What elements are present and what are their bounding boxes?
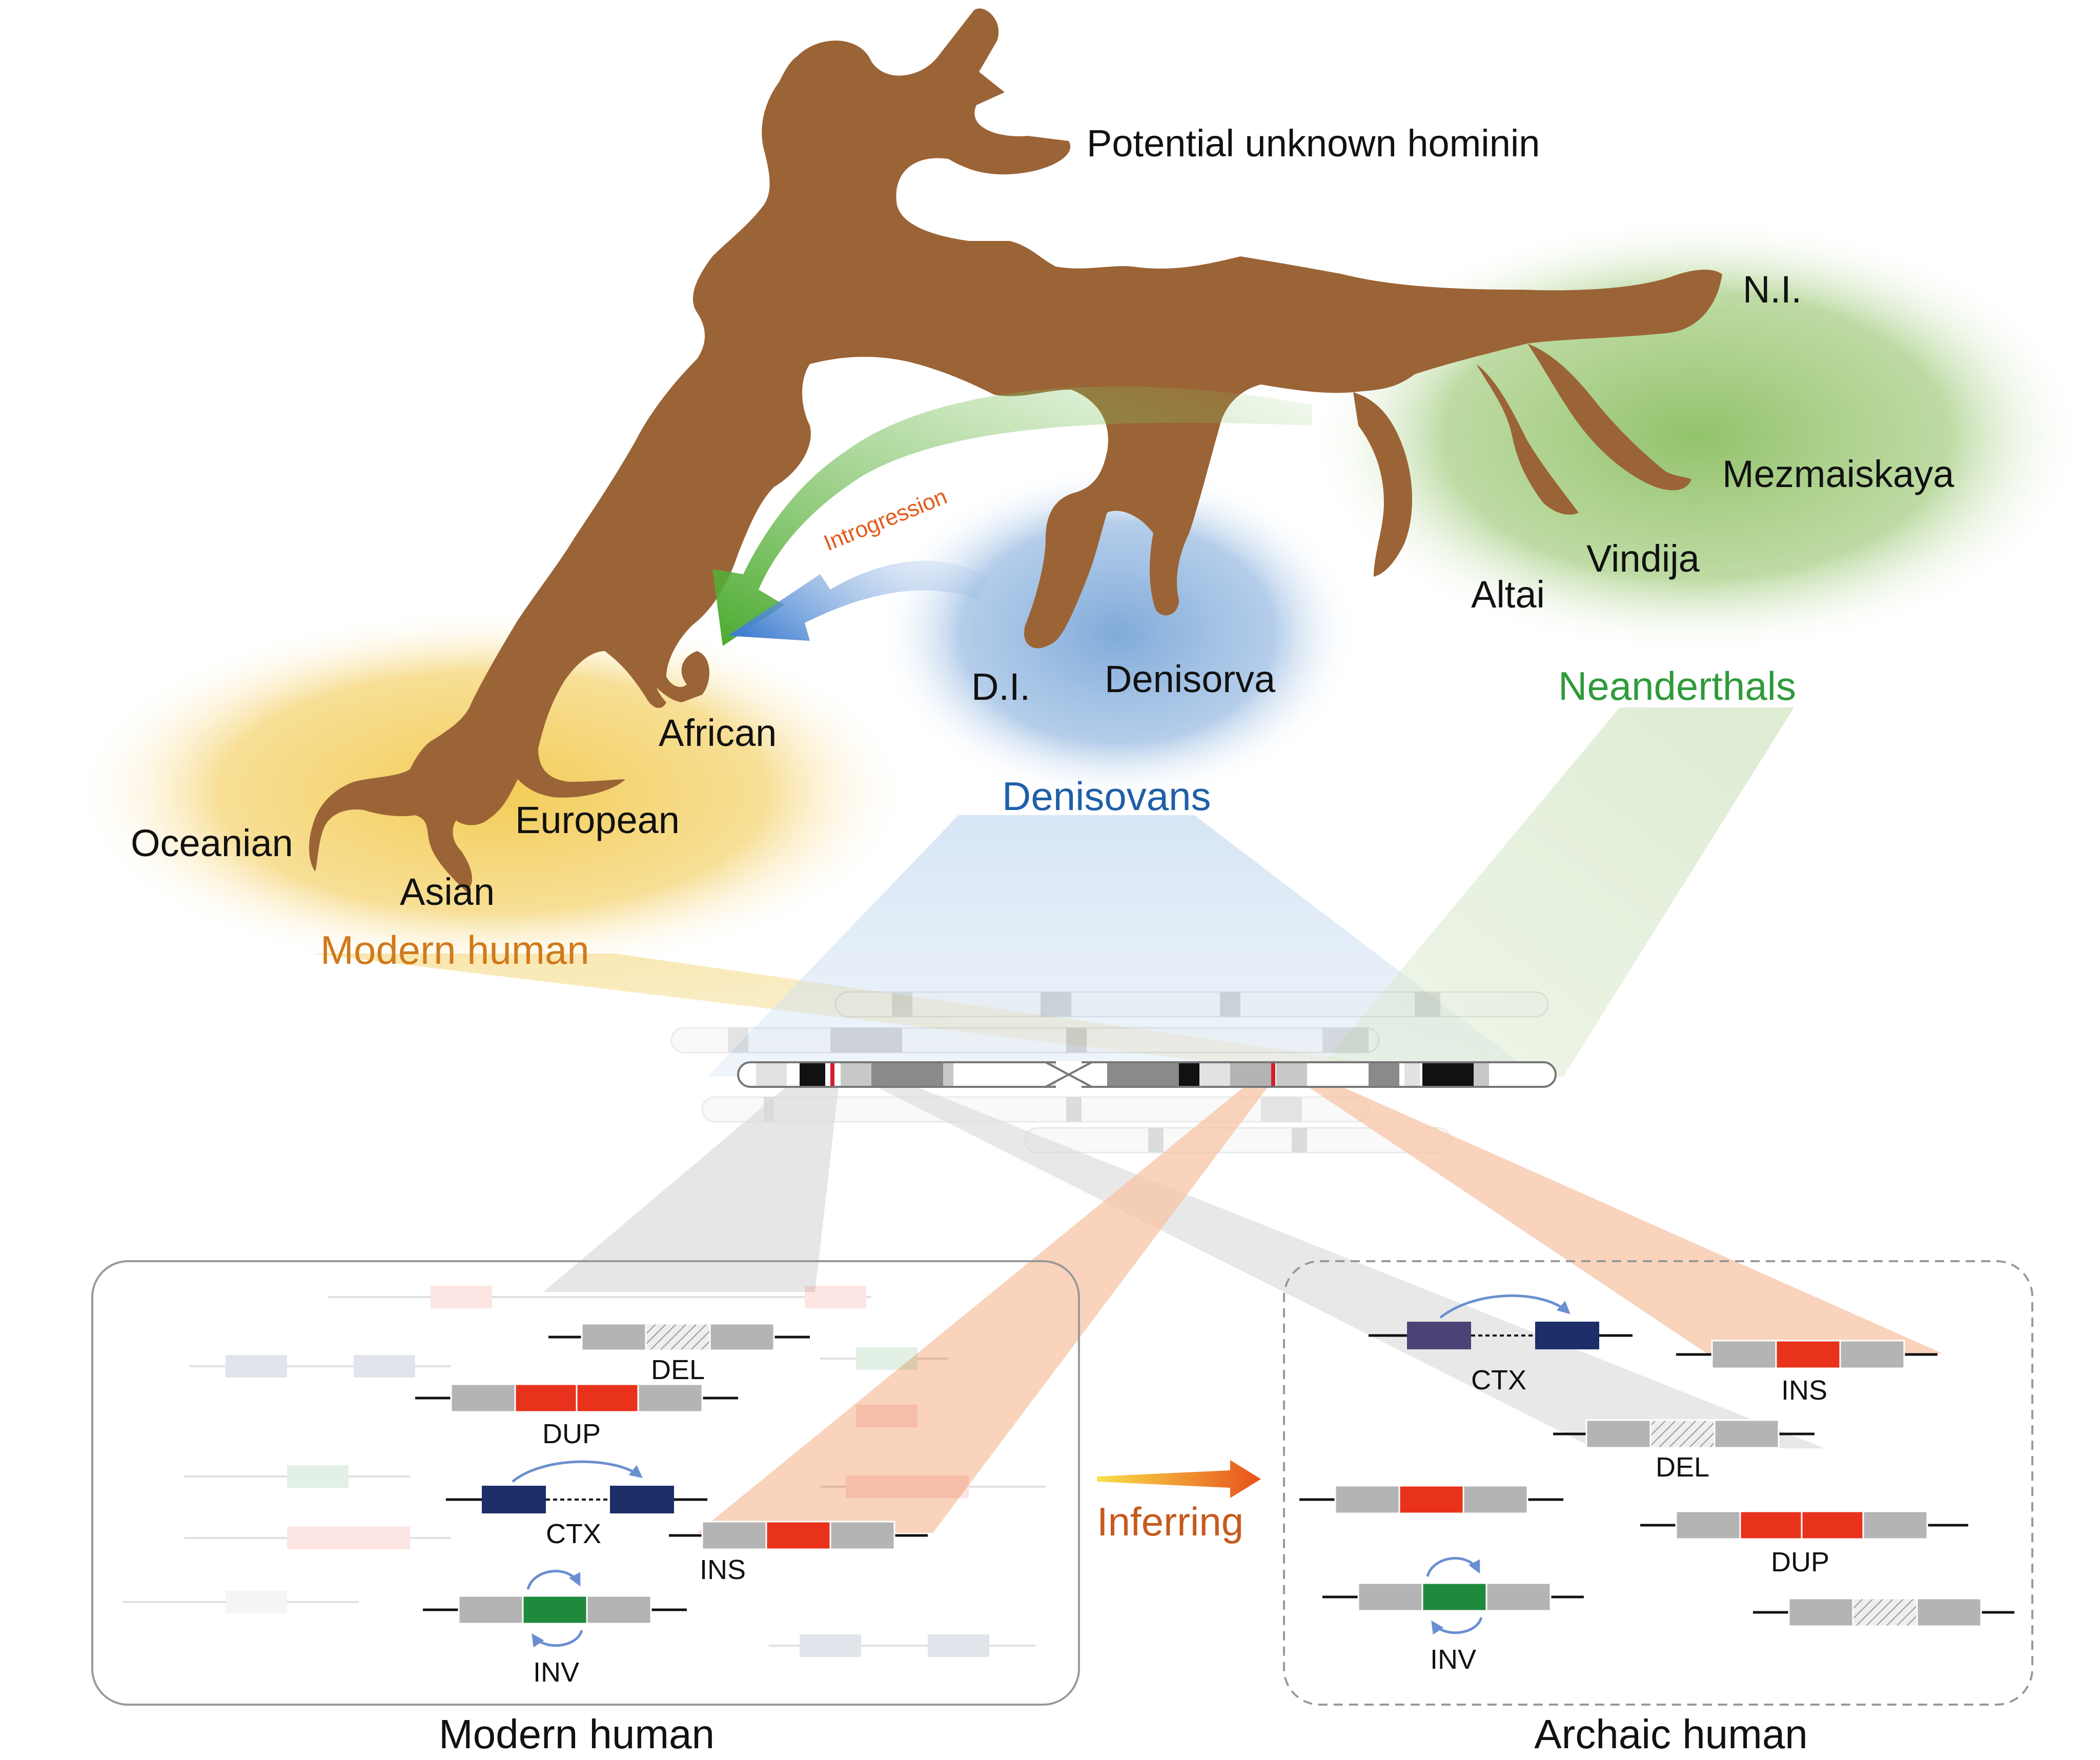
label-di: D.I.	[971, 665, 1030, 708]
label-asian: Asian	[400, 871, 495, 913]
label-mezmaiskaya: Mezmaiskaya	[1722, 453, 1954, 495]
label-ni: N.I.	[1743, 268, 1802, 311]
label-modern-human-group: Modern human	[320, 927, 589, 973]
label-european: European	[515, 799, 680, 841]
label-oceanian: Oceanian	[131, 822, 293, 864]
archaic-sv-ctx: CTX	[1369, 1294, 1633, 1395]
modern-sv-del: DEL	[548, 1323, 810, 1385]
branch-neanderthal-lineage	[1353, 343, 1691, 577]
sv-label-ins: INS	[700, 1554, 746, 1585]
denisovan-projection-cone	[707, 815, 1538, 1077]
label-vindija: Vindija	[1586, 537, 1700, 580]
zoom-wedge-grey-left	[543, 1069, 841, 1292]
sv-label-inv: INV	[533, 1657, 579, 1688]
zoom-wedge-orange-right	[1281, 1069, 1943, 1353]
inferring-arrow	[1097, 1460, 1261, 1498]
inferring-label: Inferring	[1097, 1499, 1243, 1544]
sv-label-dup: DUP	[542, 1419, 601, 1449]
inv-arrow-top	[526, 1570, 581, 1590]
sv-label-del: DEL	[1656, 1452, 1709, 1483]
phylogenetic-tree	[309, 8, 1722, 892]
archaic-sv-inv: INV	[1322, 1557, 1584, 1675]
sv-label-ctx: CTX	[546, 1519, 601, 1549]
main-chromosome	[737, 1061, 1557, 1088]
branch-african	[605, 605, 666, 708]
introgression-arrow-denisovan	[728, 560, 989, 641]
sv-label-ctx: CTX	[1471, 1365, 1526, 1395]
ctx-translocation-arrow	[512, 1460, 643, 1483]
zoom-wedge-grey-right	[841, 1069, 1825, 1448]
archaic-sv-ins: INS	[1676, 1340, 1938, 1406]
sv-label-inv: INV	[1430, 1644, 1476, 1675]
sv-label-dup: DUP	[1771, 1547, 1829, 1577]
faded-chromosomes	[670, 991, 1549, 1154]
archaic-sv-uncharacterized	[1299, 1485, 1563, 1514]
modern-sv-inv: INV	[423, 1570, 687, 1688]
label-neanderthals: Neanderthals	[1558, 663, 1796, 709]
ctx-translocation-arrow	[1439, 1294, 1571, 1319]
neanderthal-projection-cone	[1312, 707, 1794, 1077]
label-denisovans: Denisovans	[1002, 774, 1211, 819]
denisovan-glow	[876, 464, 1358, 802]
archaic-human-panel	[1283, 1260, 2033, 1706]
label-denisorva: Denisorva	[1105, 658, 1276, 700]
archaic-sv-hatched	[1753, 1597, 2014, 1627]
label-unknown-hominin: Potential unknown hominin	[1087, 122, 1540, 165]
zoom-wedge-orange-left	[697, 1069, 1281, 1533]
inv-arrow-bottom	[532, 1630, 583, 1648]
archaic-panel-caption: Archaic human	[1534, 1711, 1808, 1757]
modern-sv-ins: INS	[669, 1521, 928, 1585]
label-african: African	[659, 712, 777, 754]
inv-arrow-top	[1426, 1557, 1480, 1577]
sv-label-del: DEL	[651, 1354, 705, 1385]
faded-chromosome	[670, 1027, 1380, 1054]
faded-chromosome	[834, 991, 1549, 1018]
modern-sv-dup: DUP	[415, 1383, 738, 1449]
introgression-arrow-neanderthal	[712, 386, 1312, 646]
archaic-sv-dup: DUP	[1640, 1510, 1968, 1577]
faded-background-svs	[123, 1286, 1046, 1657]
sv-label-ins: INS	[1781, 1375, 1827, 1406]
label-altai: Altai	[1471, 573, 1545, 616]
modern-human-panel	[91, 1260, 1080, 1706]
tree-body	[309, 8, 1722, 892]
archaic-sv-del: DEL	[1553, 1419, 1814, 1483]
modern-sv-ctx: CTX	[446, 1460, 707, 1549]
inv-arrow-bottom	[1431, 1617, 1483, 1635]
modern-panel-caption: Modern human	[439, 1711, 715, 1757]
